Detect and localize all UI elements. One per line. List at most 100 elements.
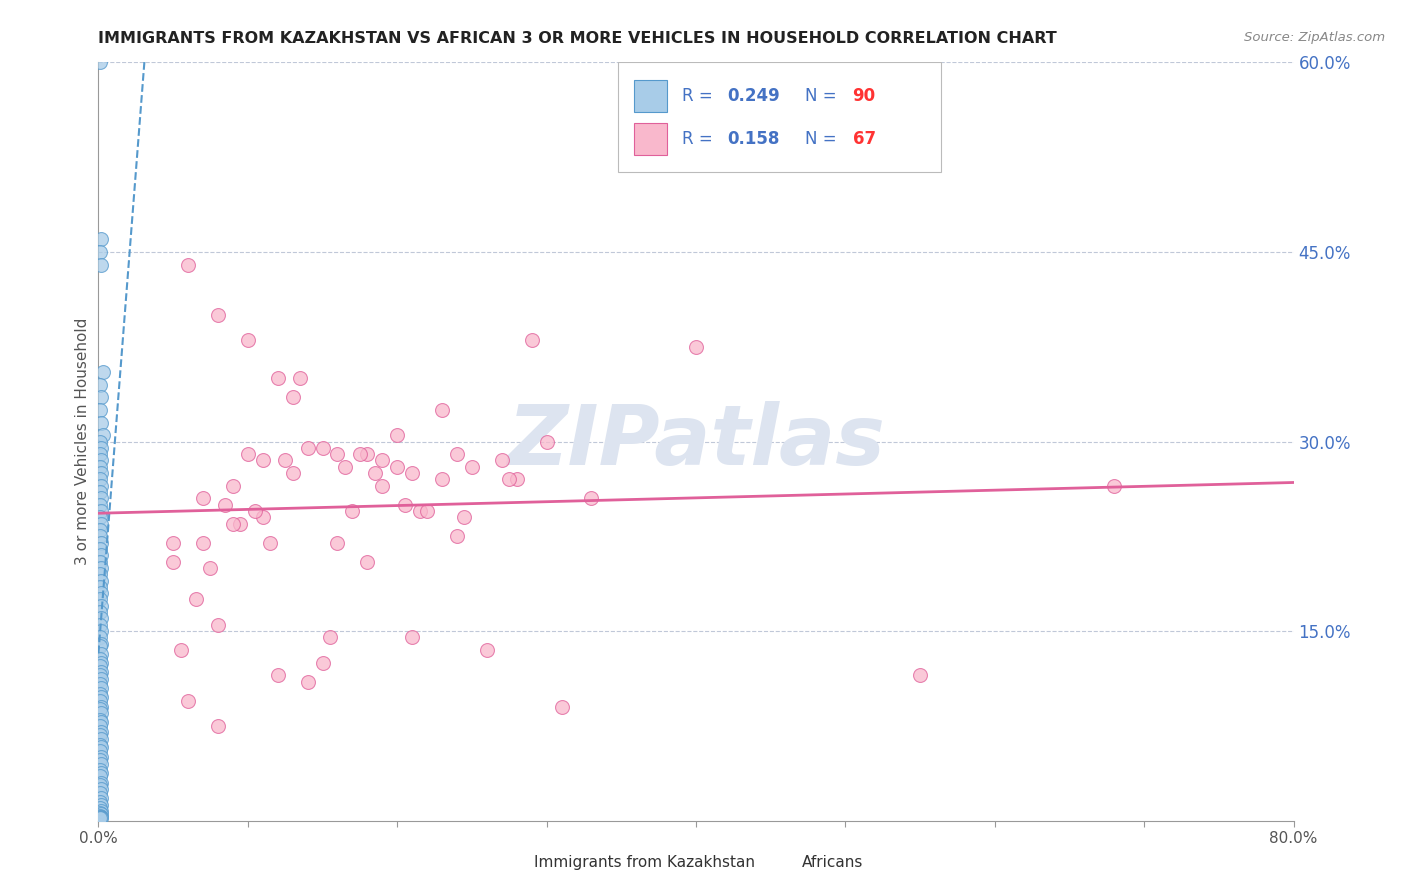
Point	[89, 510, 111, 524]
Point	[91, 365, 114, 379]
Point	[267, 371, 290, 385]
Point	[89, 769, 111, 783]
Point	[90, 624, 112, 639]
Point	[222, 516, 245, 531]
Point	[90, 765, 112, 780]
Point	[90, 453, 112, 467]
Point	[371, 453, 394, 467]
Point	[89, 713, 111, 727]
Point	[89, 555, 111, 569]
Point	[401, 631, 423, 645]
Point	[90, 586, 112, 600]
Point	[222, 479, 245, 493]
Point	[90, 665, 112, 679]
Point	[252, 453, 274, 467]
Point	[89, 55, 111, 70]
Point	[229, 516, 252, 531]
Point	[90, 574, 112, 588]
Point	[90, 750, 112, 764]
Point	[550, 699, 572, 714]
Point	[245, 504, 267, 518]
Point	[89, 567, 111, 582]
Point	[90, 516, 112, 531]
Point	[446, 447, 468, 461]
Point	[89, 580, 111, 594]
Point	[89, 498, 111, 512]
Point	[89, 485, 111, 500]
Point	[89, 244, 111, 259]
Point	[90, 715, 112, 730]
Text: 90: 90	[852, 87, 876, 104]
Point	[89, 808, 111, 822]
Point	[408, 504, 430, 518]
Text: Immigrants from Kazakhstan: Immigrants from Kazakhstan	[534, 855, 755, 870]
Point	[90, 740, 112, 755]
Point	[446, 529, 468, 543]
Point	[90, 699, 112, 714]
Point	[461, 459, 484, 474]
Point	[236, 334, 259, 348]
Point	[371, 479, 394, 493]
Text: N =: N =	[804, 87, 837, 104]
Text: 0.158: 0.158	[727, 130, 779, 148]
Point	[89, 592, 111, 607]
Point	[89, 434, 111, 449]
Point	[89, 810, 111, 824]
Point	[90, 791, 112, 805]
Point	[685, 340, 707, 354]
Point	[89, 693, 111, 707]
Point	[430, 473, 453, 487]
Point	[89, 403, 111, 417]
Point	[89, 744, 111, 758]
Point	[177, 258, 200, 272]
Point	[184, 592, 207, 607]
Point	[908, 668, 931, 682]
Point	[394, 498, 416, 512]
Point	[90, 804, 112, 818]
Point	[281, 466, 304, 480]
Point	[207, 308, 229, 322]
Point	[169, 643, 191, 657]
Point	[89, 617, 111, 632]
Point	[89, 473, 111, 487]
Point	[89, 801, 111, 815]
FancyBboxPatch shape	[499, 847, 530, 874]
FancyBboxPatch shape	[634, 80, 668, 112]
Text: ZIPatlas: ZIPatlas	[508, 401, 884, 482]
FancyBboxPatch shape	[766, 847, 797, 874]
Point	[89, 795, 111, 809]
Point	[90, 706, 112, 721]
Point	[89, 753, 111, 767]
Point	[90, 810, 112, 824]
Point	[90, 690, 112, 704]
Point	[385, 459, 409, 474]
Text: Africans: Africans	[801, 855, 863, 870]
Point	[90, 441, 112, 455]
Point	[89, 719, 111, 733]
Point	[581, 491, 603, 506]
FancyBboxPatch shape	[619, 62, 941, 172]
Point	[90, 479, 112, 493]
Point	[252, 510, 274, 524]
Text: 67: 67	[852, 130, 876, 148]
Point	[326, 535, 349, 549]
Point	[267, 668, 290, 682]
Point	[90, 232, 112, 246]
Point	[90, 535, 112, 549]
Point	[90, 756, 112, 771]
Point	[90, 798, 112, 813]
Point	[90, 811, 112, 825]
Point	[90, 548, 112, 563]
Point	[536, 434, 558, 449]
Point	[333, 459, 356, 474]
Point	[259, 535, 281, 549]
Point	[89, 668, 111, 682]
Point	[297, 674, 319, 689]
Point	[498, 473, 520, 487]
Point	[89, 377, 111, 392]
Point	[177, 693, 200, 707]
Point	[89, 702, 111, 716]
Point	[416, 504, 439, 518]
Text: IMMIGRANTS FROM KAZAKHSTAN VS AFRICAN 3 OR MORE VEHICLES IN HOUSEHOLD CORRELATIO: IMMIGRANTS FROM KAZAKHSTAN VS AFRICAN 3 …	[98, 31, 1057, 46]
Point	[207, 617, 229, 632]
